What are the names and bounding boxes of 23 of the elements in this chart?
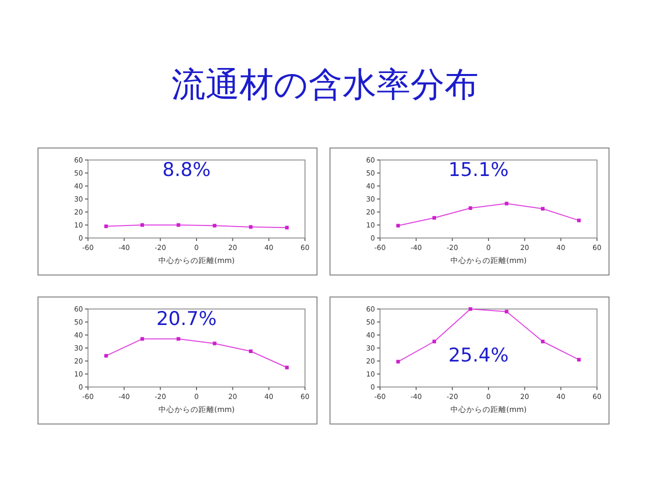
annotation: 25.4% (448, 344, 509, 366)
point (468, 206, 472, 210)
point (285, 366, 289, 370)
annotation: 15.1% (448, 159, 509, 181)
point (577, 358, 581, 362)
point (212, 342, 216, 346)
text: 流通材の含水率分布 (172, 65, 478, 105)
point (504, 202, 508, 206)
annotation: 20.7% (156, 308, 217, 330)
point (176, 337, 180, 341)
point (504, 310, 508, 314)
point (396, 360, 400, 364)
point (396, 224, 400, 228)
point (432, 216, 436, 220)
point (540, 340, 545, 344)
point (540, 206, 545, 211)
point (140, 337, 144, 341)
point (468, 307, 472, 311)
point (104, 354, 108, 358)
point (577, 218, 581, 222)
annotation: 8.8% (162, 159, 211, 181)
point (248, 349, 253, 354)
point (432, 340, 436, 344)
